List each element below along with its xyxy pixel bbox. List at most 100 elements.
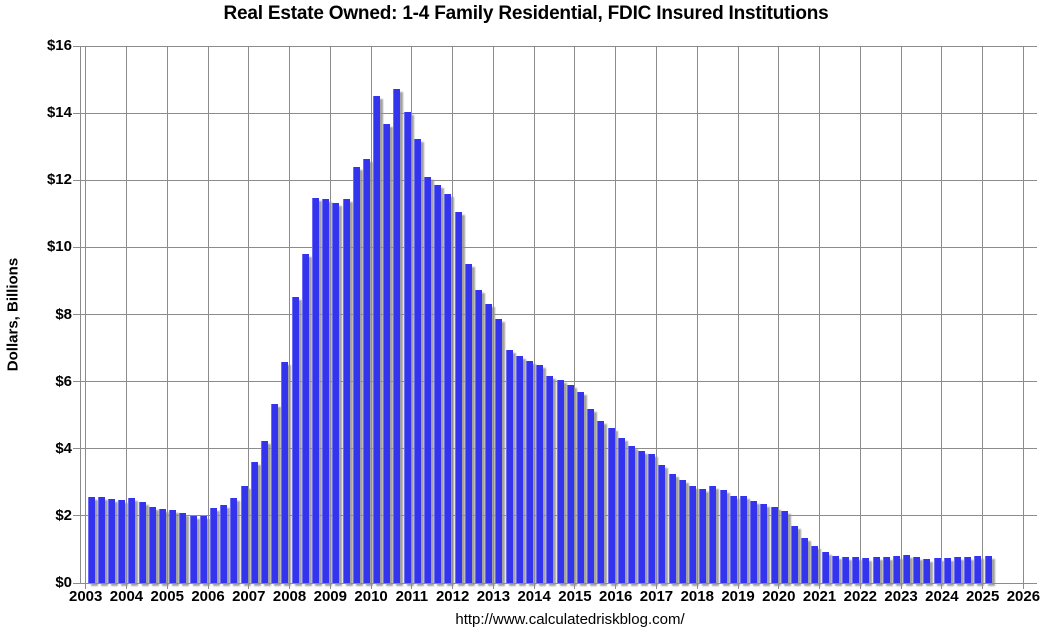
bar-2007-q2: [260, 441, 268, 583]
bar-2007-q1: [250, 462, 258, 583]
bar-2017-q2: [668, 473, 676, 583]
bar-2022-q3: [882, 556, 890, 583]
x-axis-tick: [737, 583, 739, 589]
v-gridline: [1022, 46, 1024, 583]
bar-2012-q1: [454, 211, 462, 583]
y-tick-label: $4: [55, 439, 72, 457]
bar-2009-q3: [352, 166, 360, 583]
bar-2015-q3: [597, 420, 605, 583]
bar-2022-q1: [862, 557, 870, 583]
x-axis-tick: [900, 583, 902, 589]
x-tick-label: 2007: [232, 588, 266, 605]
bar-2011-q4: [444, 193, 452, 583]
x-axis-line: [80, 582, 1037, 584]
v-gridline: [370, 46, 372, 583]
v-gridline: [982, 46, 984, 583]
v-gridline: [819, 46, 821, 583]
bar-2022-q4: [892, 556, 900, 583]
bar-2003-q4: [118, 499, 126, 583]
x-tick-label: 2017: [639, 588, 674, 605]
x-tick-label: 2006: [191, 588, 225, 605]
y-axis-line: [79, 46, 81, 583]
v-gridline: [125, 46, 127, 583]
bar-2009-q1: [332, 203, 340, 583]
x-axis-tick: [533, 583, 535, 589]
bar-2019-q1: [740, 496, 748, 583]
bar-2020-q1: [780, 510, 788, 583]
bar-2013-q1: [495, 318, 503, 583]
bar-2009-q2: [342, 199, 350, 583]
bar-2019-q3: [760, 504, 768, 583]
x-tick-label: 2011: [395, 588, 429, 605]
v-gridline: [655, 46, 657, 583]
bar-2016-q3: [638, 451, 646, 583]
bar-2005-q3: [189, 515, 197, 583]
h-gridline: [80, 246, 1037, 248]
bar-2008-q1: [291, 297, 299, 583]
x-axis-tick: [85, 583, 87, 589]
bar-2021-q1: [821, 551, 829, 583]
y-axis-tick: [73, 112, 80, 114]
x-tick-label: 2016: [599, 588, 633, 605]
bar-2018-q4: [729, 495, 737, 583]
bar-2014-q1: [536, 364, 544, 583]
bar-2014-q3: [556, 379, 564, 583]
h-gridline: [80, 314, 1037, 315]
x-axis-tick: [289, 583, 291, 589]
v-gridline: [492, 46, 494, 583]
y-axis-tick: [73, 515, 80, 517]
y-axis-tick: [73, 314, 80, 315]
x-axis-tick: [655, 583, 657, 589]
x-axis-tick: [248, 583, 250, 589]
bar-2014-q2: [546, 376, 554, 583]
x-axis-tick: [329, 583, 331, 589]
x-axis-tick: [982, 583, 984, 589]
x-tick-label: 2003: [69, 588, 103, 605]
bar-2013-q3: [515, 356, 523, 583]
x-axis-tick: [1022, 583, 1024, 589]
bar-2011-q2: [424, 177, 432, 583]
x-tick-label: 2025: [965, 588, 1000, 605]
bar-2012-q3: [475, 289, 482, 583]
v-gridline: [85, 46, 87, 583]
y-tick-label: $14: [46, 104, 72, 122]
v-gridline: [737, 46, 739, 583]
bar-2006-q2: [220, 505, 228, 583]
bar-2013-q4: [525, 361, 533, 583]
bar-2023-q4: [933, 558, 941, 583]
bar-2012-q2: [464, 264, 472, 583]
bar-2023-q3: [923, 559, 931, 583]
bar-2024-q3: [964, 556, 972, 583]
y-tick-label: $10: [46, 238, 72, 256]
bar-2007-q4: [281, 361, 289, 583]
y-tick-label: $16: [46, 37, 72, 54]
v-gridline: [615, 46, 617, 583]
y-axis-tick: [73, 45, 80, 47]
bar-2011-q1: [413, 139, 421, 583]
bar-2015-q4: [607, 428, 615, 583]
y-tick-label: $6: [55, 372, 72, 390]
chart-title: Real Estate Owned: 1-4 Family Residentia…: [223, 3, 829, 24]
x-tick-label: 2008: [272, 588, 307, 605]
bar-2010-q4: [403, 112, 411, 583]
x-axis-tick: [452, 583, 454, 589]
v-gridline: [248, 46, 250, 583]
source-url: http://www.calculatedriskblog.com/: [455, 611, 685, 628]
v-gridline: [859, 46, 861, 583]
bar-2006-q4: [240, 486, 248, 583]
x-tick-label: 2015: [558, 588, 592, 605]
x-tick-label: 2021: [802, 588, 837, 605]
x-axis-tick: [166, 583, 168, 589]
x-axis-tick: [125, 583, 127, 589]
h-gridline: [80, 112, 1037, 114]
bar-2024-q2: [954, 557, 962, 583]
v-gridline: [411, 46, 413, 583]
v-gridline: [941, 46, 943, 583]
x-tick-label: 2018: [680, 588, 714, 605]
bar-2006-q1: [210, 508, 217, 583]
bar-2008-q2: [301, 254, 309, 583]
bar-2008-q3: [311, 198, 319, 583]
bar-2024-q4: [974, 556, 982, 583]
bar-2007-q3: [271, 404, 279, 583]
